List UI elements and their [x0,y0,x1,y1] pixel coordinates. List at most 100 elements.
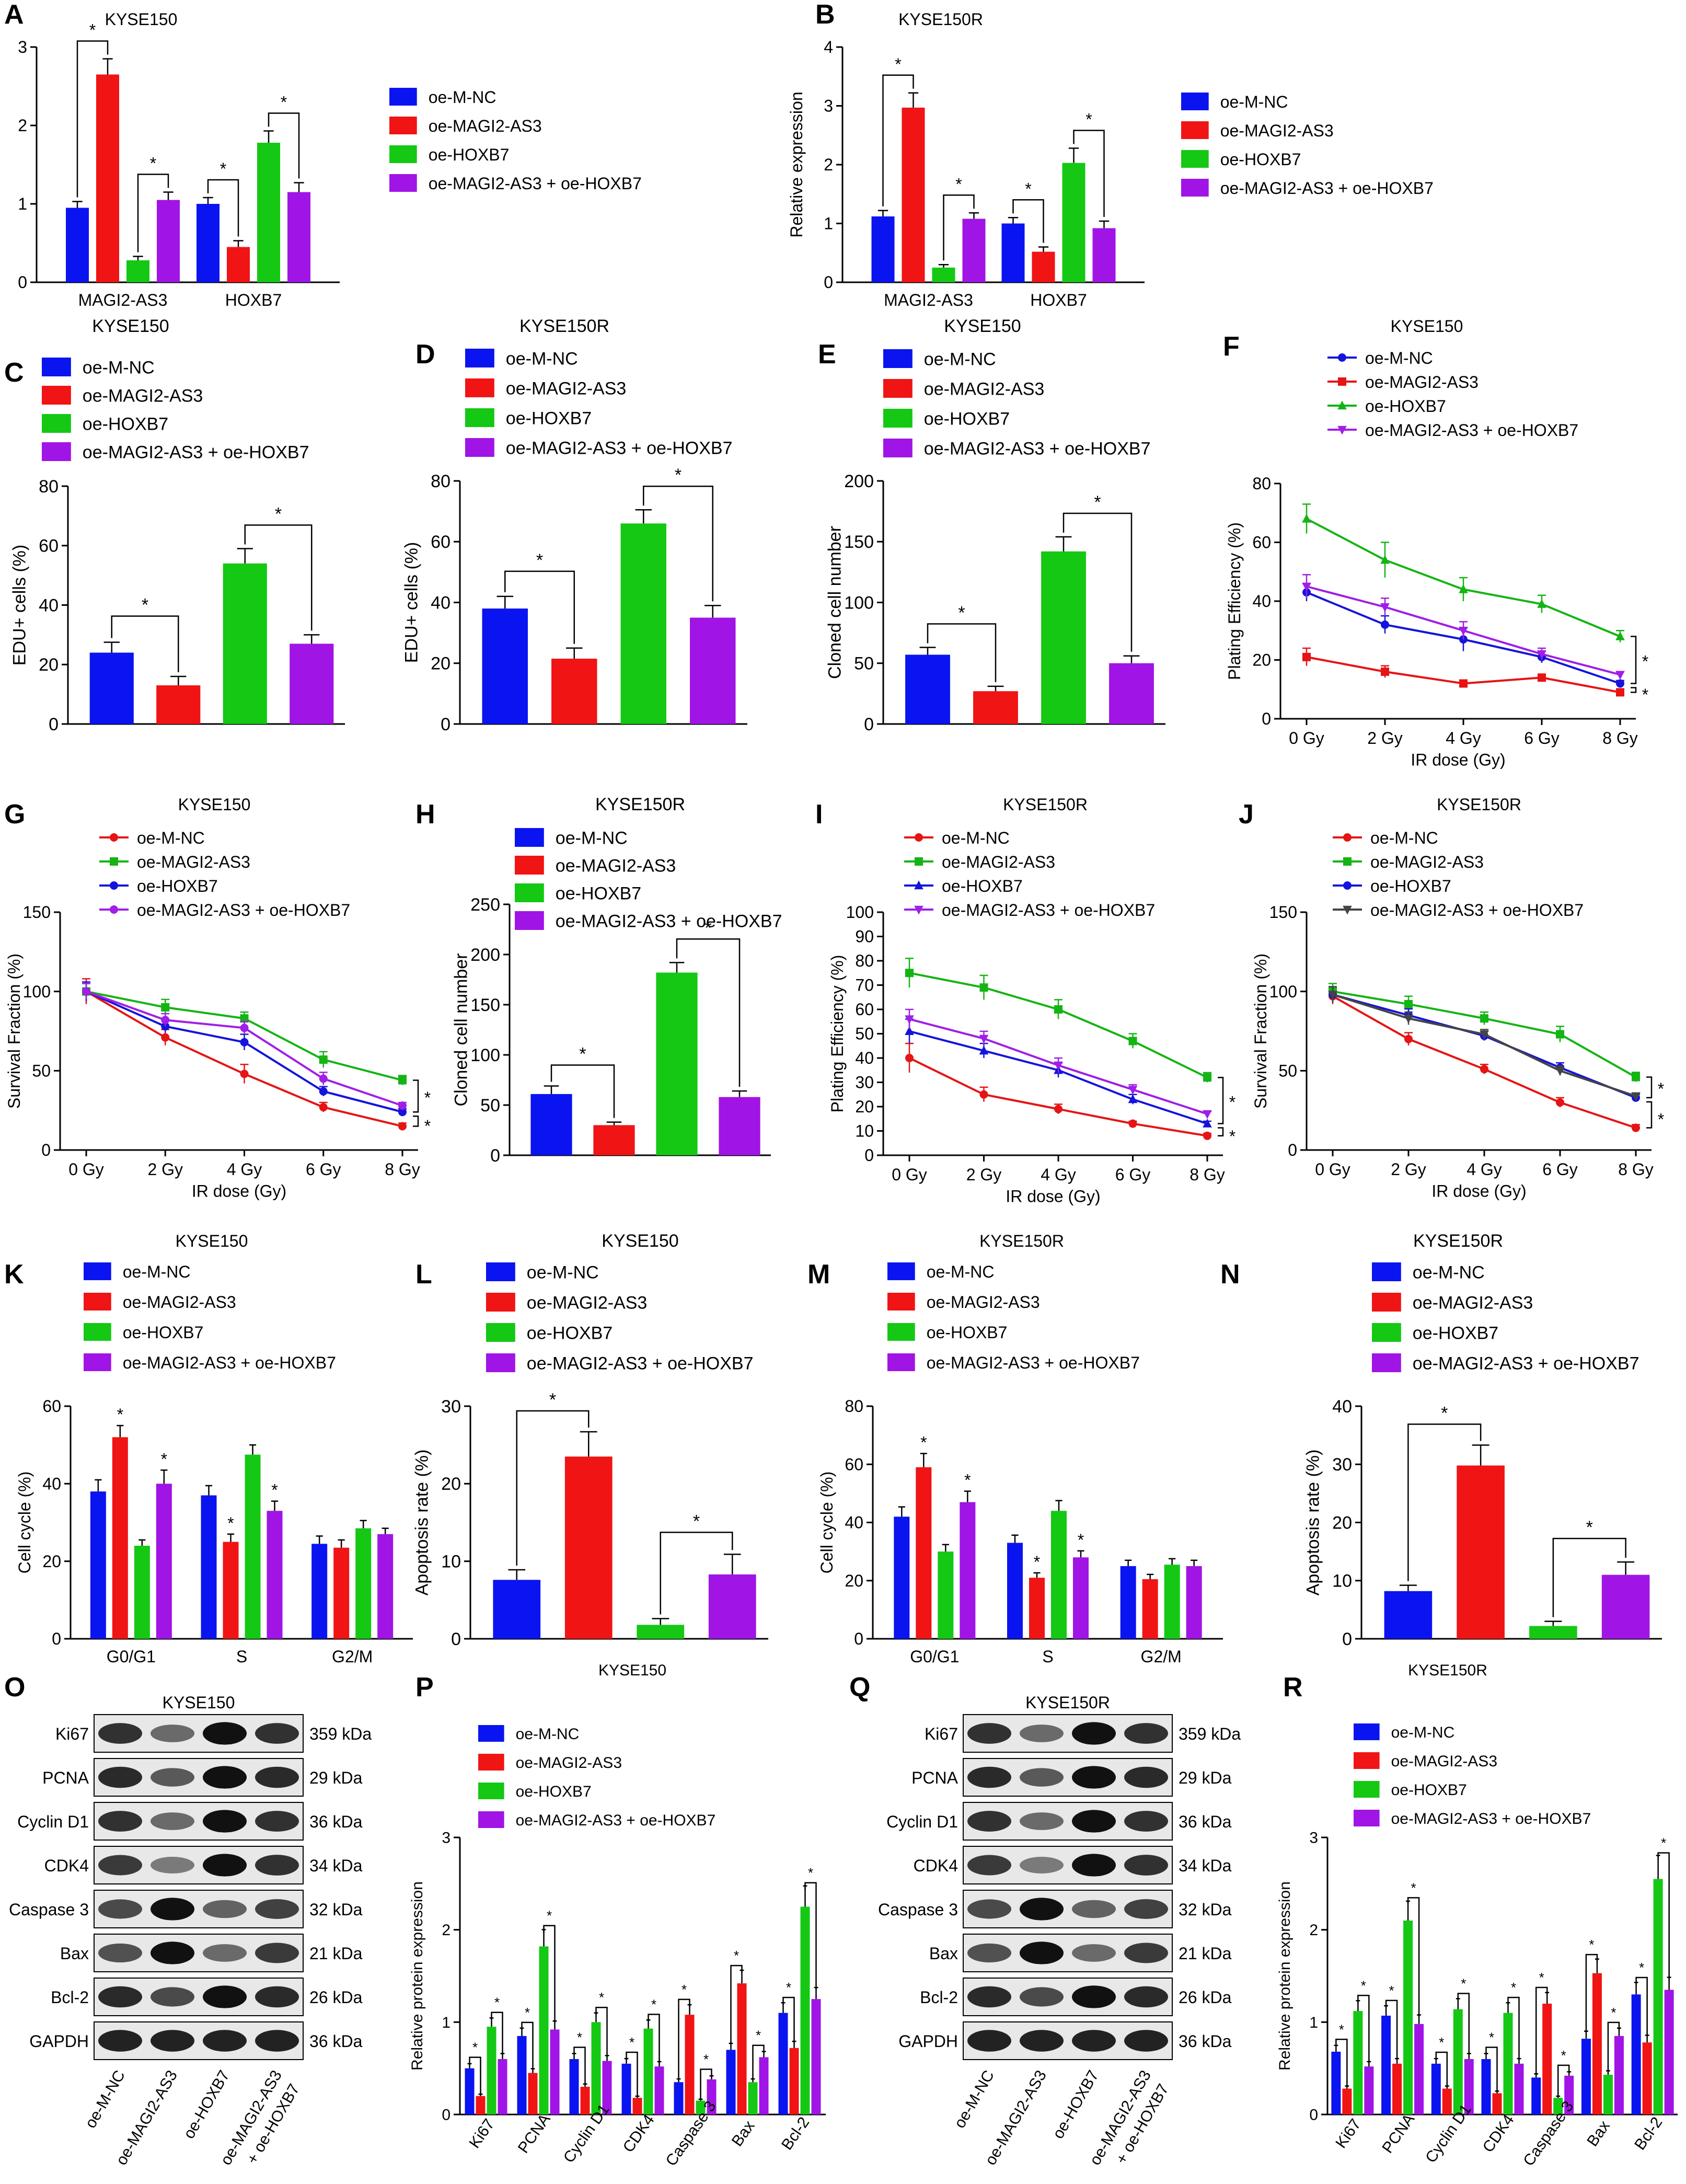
sig-bracket [730,1964,743,2045]
sig-star: * [577,2030,582,2045]
blot-band [1124,1811,1168,1832]
y-tick-label: 20 [845,1571,863,1590]
sig-star: * [281,93,287,112]
protein-label: Caspase 3 [9,1900,89,1919]
y-tick-label: 2 [18,116,27,135]
bar [1464,2059,1474,2114]
blot-band [255,1811,299,1832]
bar [156,685,201,724]
bar [696,2100,706,2114]
blot-band [1072,1854,1116,1877]
weight-label: 29 kDa [1179,1768,1232,1787]
legend-swatch [515,911,544,930]
weight-label: 26 kDa [309,1988,363,2007]
sig-bracket [752,2044,765,2080]
legend-label: oe-MAGI2-AS3 [1391,1753,1497,1770]
bar [1041,551,1086,724]
x-tick-label: 0 Gy [892,1165,927,1184]
sig-bracket [1435,2051,1448,2087]
y-axis-label: Apoptosis rate (%) [412,1450,432,1596]
point-marker [1381,668,1389,676]
y-tick-label: 20 [855,1097,874,1116]
sig-star: * [1642,652,1648,671]
weight-label: 26 kDa [1179,1988,1232,2007]
point-marker [1054,1061,1063,1071]
legend-label: oe-MAGI2-AS3 + oe-HOXB7 [506,439,733,458]
bar [487,2027,496,2114]
bar [1120,1566,1136,1639]
legend-swatch [465,408,494,427]
y-tick-label: 30 [855,1073,874,1092]
y-tick-label: 50 [480,1096,500,1116]
y-tick-label: 70 [855,976,874,995]
y-axis-label: EDU+ cells (%) [401,542,421,663]
point-marker [1343,857,1352,866]
protein-label: Bcl-2 [51,1988,89,2007]
point-marker [1631,1092,1641,1101]
legend-label: oe-MAGI2-AS3 [516,1754,622,1772]
chart-A: AKYSE1500123Relative expressionMAGI2-AS3… [0,0,642,309]
bar [621,2063,631,2114]
y-tick-label: 0 [854,1629,863,1648]
legend-label: oe-M-NC [527,1263,599,1283]
point-marker [1632,1123,1640,1132]
legend-swatch [465,349,494,367]
y-tick-label: 50 [854,654,874,674]
bar [1431,2063,1441,2114]
blot-Q: Q KYSE150R Ki67 359 kDa PCNA 29 kDa Cyclin D1 3… [849,1672,1241,2168]
legend-swatch [1181,93,1209,110]
panel-letter: I [815,799,823,830]
sig-bracket [1607,2021,1620,2072]
legend-label: oe-M-NC [942,829,1010,847]
point-marker [1203,1110,1212,1119]
y-tick-label: 60 [431,532,451,552]
sig-bracket [550,1064,615,1118]
sig-star: * [142,595,148,615]
y-tick-label: 100 [846,903,874,922]
protein-label: Bcl-2 [920,1988,958,2007]
legend-swatch [465,438,494,457]
bar [1142,1579,1158,1639]
legend-label: oe-MAGI2-AS3 [123,1293,236,1312]
bar [1353,2011,1363,2114]
legend-label: oe-HOXB7 [527,1324,613,1343]
point-marker [1054,1005,1063,1014]
point-marker [319,1087,328,1096]
weight-label: 34 kDa [1179,1856,1232,1875]
panel-letter: N [1220,1259,1240,1290]
bar [1062,163,1085,282]
blot-band [1124,1723,1168,1744]
sig-star: * [1078,1531,1084,1549]
x-tick-label: Bax [1584,2118,1613,2149]
bar [1007,1543,1023,1639]
sig-star: * [1658,1079,1664,1098]
legend-swatch [389,145,417,163]
chart-title: KYSE150R [1413,1231,1503,1251]
point-marker [1128,1094,1138,1104]
bar [960,1502,976,1639]
bar [1642,2042,1652,2114]
weight-label: 29 kDa [309,1768,363,1787]
panel-letter: G [4,799,25,830]
bar [1601,1574,1650,1639]
y-axis-label: Plating Efficiency (%) [1225,522,1244,680]
x-tick-label: Bax [729,2118,758,2149]
bar [811,1999,821,2114]
legend-swatch [478,1811,504,1828]
x-tick-label: PCNA [515,2111,554,2156]
x-tick-label: MAGI2-AS3 [884,291,973,309]
sig-star: * [1229,1093,1235,1111]
point-marker [1556,1098,1564,1107]
sig-star: * [675,465,682,485]
legend-swatch [389,117,417,134]
x-tick-label: HOXB7 [1030,291,1087,309]
bar [465,2068,475,2114]
legend-label: oe-M-NC [1365,349,1433,367]
chart-title: KYSE150 [602,1231,678,1251]
bar [1529,1626,1577,1639]
y-tick-label: 2 [1309,1922,1318,1939]
legend-label: oe-M-NC [927,1262,995,1281]
blot-O: O KYSE150 Ki67 359 kDa PCNA 29 kDa Cyclin D1 36… [4,1672,372,2168]
bar [1581,2039,1591,2114]
point-marker [1616,679,1624,688]
